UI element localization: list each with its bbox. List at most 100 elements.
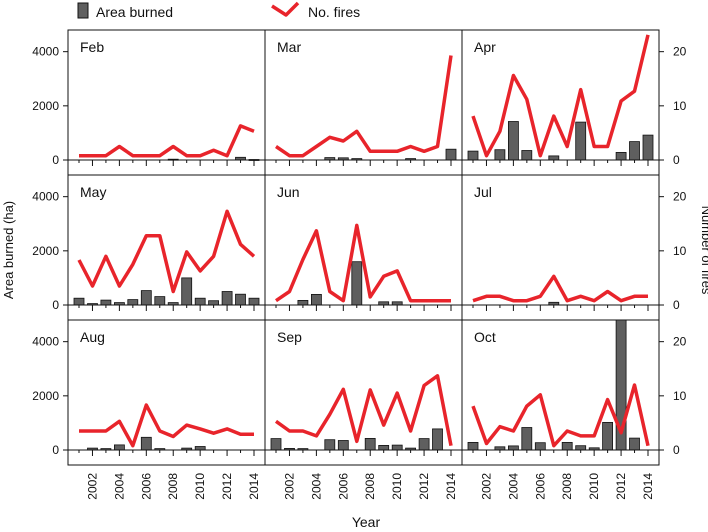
area-bar <box>494 149 506 161</box>
x-axis-label: Year <box>352 514 381 530</box>
panel-jul: Jul <box>461 174 660 321</box>
x-axis-tick-label: 2004 <box>112 473 126 500</box>
area-bar <box>337 440 349 451</box>
panel-may: May <box>67 174 266 321</box>
fires-line <box>471 383 650 448</box>
area-bar <box>561 441 573 451</box>
right-axis-tick-label: 0 <box>673 298 680 312</box>
panel-feb: Feb <box>67 29 266 176</box>
area-bar <box>114 444 125 451</box>
area-bar <box>221 291 233 306</box>
legend-line-label: No. fires <box>308 4 360 20</box>
legend: Area burned No. fires <box>77 1 360 20</box>
legend-bar-label: Area burned <box>96 4 173 20</box>
area-bar <box>629 437 640 451</box>
panel-month-label: Jun <box>277 184 300 200</box>
left-axis-tick-label: 0 <box>52 443 59 457</box>
left-axis-tick-label: 0 <box>52 298 59 312</box>
area-bar <box>521 427 533 451</box>
area-bar <box>310 293 322 306</box>
left-axis-tick-label: 4000 <box>32 190 59 204</box>
right-axis-tick-label: 20 <box>673 335 687 349</box>
area-bar <box>140 436 152 451</box>
x-axis-tick-label: 2006 <box>139 473 153 500</box>
x-axis-tick-label: 2012 <box>220 473 234 500</box>
x-axis-tick-label: 2004 <box>309 473 323 500</box>
fires-line <box>472 274 648 303</box>
area-bar <box>73 297 85 306</box>
panel-sep: Sep <box>264 319 463 466</box>
area-bar <box>270 438 282 451</box>
area-bar <box>602 421 613 451</box>
panel-month-label: Feb <box>80 39 104 55</box>
fires-line <box>274 374 453 447</box>
right-axis-tick-label: 10 <box>673 244 687 258</box>
area-bar <box>127 299 139 306</box>
area-bar <box>235 293 246 306</box>
x-axis-tick-label: 2002 <box>480 473 494 500</box>
area-bar <box>629 141 640 161</box>
y-axis-right-label: Number of fires <box>699 206 708 295</box>
legend-bar-swatch <box>77 2 89 19</box>
panel-jun: Jun <box>264 174 463 321</box>
axis-ticks: 0 2000 4000 0 2000 4000 0 2000 4000 0 10 20 0 10 20 0 10… <box>32 45 686 500</box>
panel-mar: Mar <box>264 29 463 176</box>
area-bar <box>351 261 363 306</box>
area-bar <box>418 438 430 451</box>
left-axis-tick-label: 2000 <box>32 244 59 258</box>
area-bar <box>445 148 457 161</box>
area-bar <box>432 428 443 451</box>
left-axis-tick-label: 2000 <box>32 99 59 113</box>
area-bar <box>548 155 560 161</box>
y-axis-left-label: Area burned (ha) <box>1 201 16 299</box>
right-axis-tick-label: 0 <box>673 443 680 457</box>
x-axis-tick-label: 2014 <box>247 473 261 500</box>
panel-month-label: Jul <box>474 184 492 200</box>
area-bar <box>391 444 403 451</box>
x-axis-tick-label: 2002 <box>283 473 297 500</box>
area-bar <box>575 121 587 161</box>
x-axis-tick-label: 2008 <box>363 473 377 500</box>
fires-line <box>77 209 256 294</box>
panel-month-label: Mar <box>277 39 301 55</box>
right-axis-tick-label: 0 <box>673 153 680 167</box>
right-axis-tick-label: 10 <box>673 99 687 113</box>
left-axis-tick-label: 0 <box>52 153 59 167</box>
legend-line-swatch <box>271 1 300 17</box>
x-axis-tick-label: 2010 <box>193 473 207 500</box>
fires-line <box>275 55 453 158</box>
x-axis-tick-label: 2010 <box>390 473 404 500</box>
area-bar <box>140 290 152 306</box>
panel-month-label: Apr <box>474 39 496 55</box>
area-bar <box>507 445 519 451</box>
area-bar <box>521 150 533 161</box>
x-axis-tick-label: 2006 <box>336 473 350 500</box>
area-bar <box>154 296 166 306</box>
x-axis-tick-label: 2004 <box>506 473 520 500</box>
area-bar <box>194 446 206 451</box>
fires-line <box>79 403 254 448</box>
right-axis-tick-label: 20 <box>673 45 687 59</box>
x-axis-tick-label: 2014 <box>641 473 655 500</box>
x-axis-tick-label: 2010 <box>587 473 601 500</box>
panel-month-label: Sep <box>277 329 302 345</box>
area-bar <box>378 444 390 451</box>
area-bar <box>208 300 220 306</box>
panel-aug: Aug <box>67 319 266 466</box>
left-axis-tick-label: 4000 <box>32 45 59 59</box>
x-axis-tick-label: 2012 <box>614 473 628 500</box>
panel-oct: Oct <box>461 319 660 466</box>
x-axis-tick-label: 2002 <box>86 473 100 500</box>
left-axis-tick-label: 2000 <box>32 389 59 403</box>
area-bar <box>297 299 309 306</box>
area-bar <box>364 437 376 451</box>
fires-line <box>275 223 451 303</box>
area-bar <box>534 442 546 451</box>
area-bar <box>467 441 479 451</box>
area-bar <box>467 150 479 161</box>
x-axis-tick-label: 2008 <box>560 473 574 500</box>
x-axis-tick-label: 2006 <box>533 473 547 500</box>
area-bar <box>615 151 627 161</box>
right-axis-tick-label: 10 <box>673 389 687 403</box>
